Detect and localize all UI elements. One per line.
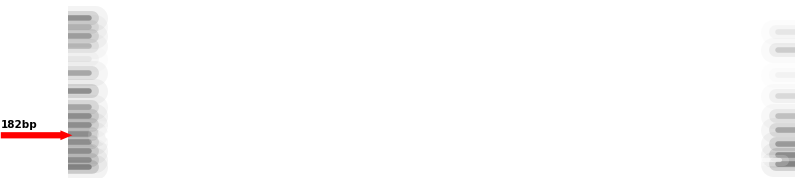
FancyArrow shape — [1, 130, 72, 140]
Text: 182bp: 182bp — [1, 120, 37, 130]
